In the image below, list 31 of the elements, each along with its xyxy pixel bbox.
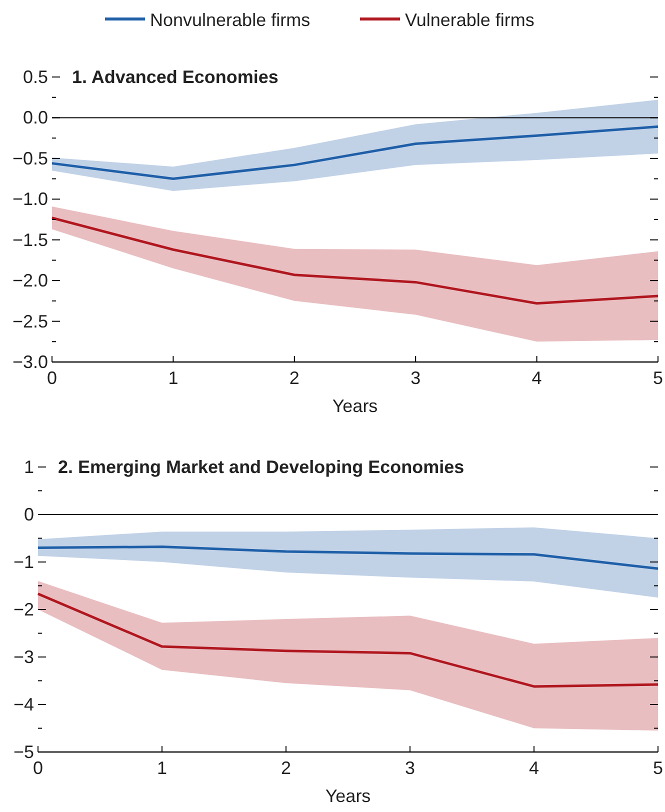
y-tick-label: −1 (13, 552, 34, 572)
x-tick-label: 1 (168, 368, 178, 388)
x-tick-label: 2 (280, 758, 292, 778)
x-tick-label: 2 (289, 368, 300, 388)
x-axis-title: Years (332, 396, 378, 416)
chart-title: 1. Advanced Economies (72, 67, 278, 87)
x-axis-title: Years (325, 786, 371, 806)
y-tick-label: 1 (24, 457, 34, 477)
x-tick-label: 3 (404, 758, 416, 778)
x-tick-label: 5 (652, 368, 664, 388)
y-tick-label: 0.0 (22, 108, 48, 128)
legend-label: Vulnerable firms (405, 10, 534, 30)
x-tick-label: 5 (652, 758, 664, 778)
y-tick-label: −2.0 (12, 270, 48, 291)
x-tick-label: 4 (532, 368, 542, 388)
x-tick-label: 1 (156, 758, 168, 778)
y-tick-label: −4 (13, 694, 34, 714)
y-tick-label: −0.5 (12, 148, 48, 168)
y-tick-label: −2.5 (12, 311, 48, 332)
y-tick-label: −3 (13, 647, 34, 667)
chart-title: 2. Emerging Market and Developing Economies (58, 457, 464, 477)
y-tick-label: 0.5 (22, 67, 48, 87)
y-tick-label: −5 (13, 742, 34, 762)
y-tick-label: 0 (24, 504, 34, 524)
y-tick-label: −1.5 (12, 230, 48, 250)
x-tick-label: 4 (528, 758, 540, 778)
y-tick-label: −3.0 (12, 352, 48, 372)
y-tick-label: −1.0 (12, 189, 48, 210)
legend-label: Nonvulnerable firms (150, 10, 310, 30)
y-tick-label: −2 (13, 600, 34, 620)
x-tick-label: 3 (410, 368, 421, 388)
